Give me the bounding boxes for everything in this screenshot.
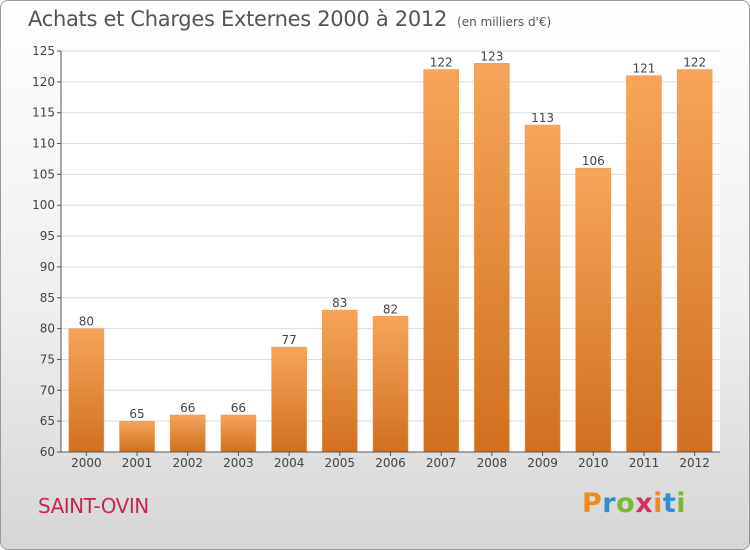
bar — [271, 346, 307, 453]
y-tick-label: 95 — [40, 229, 55, 243]
data-label: 106 — [582, 154, 605, 168]
chart-title-block: Achats et Charges Externes 2000 à 2012 (e… — [28, 7, 551, 31]
x-tick-label: 2001 — [122, 456, 153, 470]
bar — [626, 75, 662, 453]
y-tick-label: 110 — [32, 137, 55, 151]
logo-letter: P — [582, 488, 603, 519]
bar — [220, 414, 257, 453]
data-label: 65 — [129, 407, 144, 421]
y-tick-label: 125 — [32, 44, 55, 58]
data-label: 122 — [430, 56, 453, 70]
y-tick-label: 75 — [40, 352, 55, 366]
logo-letter: o — [616, 488, 636, 519]
bar — [372, 316, 409, 453]
logo-letter: r — [602, 488, 617, 519]
y-tick-label: 120 — [32, 75, 55, 89]
x-tick-label: 2007 — [426, 456, 457, 470]
y-tick-label: 80 — [40, 322, 55, 336]
proxiti-logo[interactable]: Proxiti — [582, 488, 686, 519]
bar — [169, 414, 206, 453]
y-tick-label: 105 — [32, 167, 55, 181]
chart-title: Achats et Charges Externes 2000 à 2012 — [28, 7, 448, 31]
data-label: 113 — [531, 111, 554, 125]
y-tick-label: 115 — [32, 106, 55, 120]
data-label: 80 — [79, 315, 94, 329]
data-label: 66 — [180, 401, 195, 415]
data-label: 121 — [633, 62, 656, 76]
data-label: 77 — [281, 333, 296, 347]
y-tick-label: 90 — [40, 260, 55, 274]
data-label: 82 — [383, 302, 398, 316]
logo-letter: x — [635, 488, 654, 519]
x-tick-label: 2000 — [71, 456, 102, 470]
bar — [474, 63, 510, 453]
bar — [524, 124, 561, 453]
x-tick-label: 2006 — [375, 456, 406, 470]
x-tick-label: 2011 — [629, 456, 660, 470]
y-tick-label: 100 — [32, 198, 55, 212]
place-name: SAINT-OVIN — [38, 494, 149, 518]
bar — [68, 328, 105, 453]
bar — [676, 69, 713, 453]
y-tick-label: 70 — [40, 383, 55, 397]
y-tick-label: 85 — [40, 291, 55, 305]
x-tick-label: 2008 — [477, 456, 508, 470]
x-tick-label: 2005 — [325, 456, 356, 470]
y-tick-label: 65 — [40, 414, 55, 428]
logo-letter: i — [676, 488, 687, 519]
bar — [575, 167, 612, 453]
x-tick-label: 2009 — [527, 456, 558, 470]
bar — [423, 69, 459, 453]
x-tick-label: 2002 — [172, 456, 203, 470]
data-label: 66 — [231, 401, 246, 415]
data-label: 122 — [683, 56, 706, 70]
y-tick-label: 60 — [40, 445, 55, 459]
x-tick-label: 2010 — [578, 456, 609, 470]
data-label: 123 — [480, 49, 503, 63]
data-label: 83 — [332, 296, 347, 310]
x-tick-label: 2004 — [274, 456, 305, 470]
x-tick-label: 2012 — [679, 456, 710, 470]
bar — [119, 420, 155, 453]
logo-letter: t — [662, 488, 677, 519]
logo-letter: i — [653, 488, 663, 519]
x-tick-label: 2003 — [223, 456, 254, 470]
chart-unit: (en milliers d'€) — [457, 15, 552, 29]
bar — [322, 309, 358, 453]
